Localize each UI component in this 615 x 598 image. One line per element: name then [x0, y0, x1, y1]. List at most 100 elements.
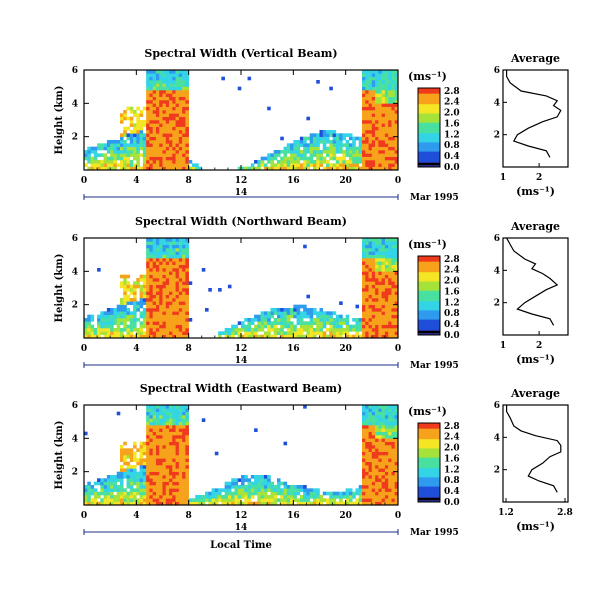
heatmap-cell — [362, 166, 366, 171]
heatmap-cell — [362, 261, 366, 265]
heatmap-cell — [103, 501, 108, 506]
heatmap-cell — [152, 80, 157, 84]
heatmap-cell — [368, 438, 373, 442]
colorbar-swatch — [418, 127, 440, 130]
heatmap-cell — [155, 485, 160, 489]
colorbar-tick-label: 2.0 — [444, 277, 460, 287]
colorbar-swatch — [418, 271, 440, 274]
heatmap-cell — [378, 455, 382, 459]
heatmap-cell — [283, 311, 288, 315]
heatmap-cell — [172, 294, 176, 299]
heatmap-cell — [355, 304, 360, 309]
heatmap-cell — [103, 488, 108, 492]
heatmap-cell — [84, 501, 88, 506]
heatmap-cell — [316, 328, 320, 332]
heatmap-cell — [178, 268, 183, 272]
heatmap-cell — [381, 438, 386, 442]
heatmap-cell — [185, 324, 189, 329]
heatmap-cell — [299, 501, 304, 506]
heatmap-cell — [165, 254, 170, 259]
heatmap-cell — [316, 150, 320, 154]
heatmap-cell — [152, 445, 157, 449]
heatmap-cell — [342, 331, 346, 335]
heatmap-cell — [391, 153, 396, 157]
heatmap-cell — [162, 153, 167, 157]
heatmap-cell — [368, 146, 373, 151]
heatmap-cell — [371, 96, 376, 101]
heatmap-cell — [303, 156, 307, 161]
heatmap-cell — [388, 143, 392, 147]
heatmap-cell — [126, 498, 131, 502]
heatmap-cell — [139, 136, 144, 141]
heatmap-cell — [93, 153, 98, 157]
heatmap-cell — [381, 445, 386, 449]
heatmap-cell — [241, 495, 245, 499]
heatmap-cell — [335, 334, 340, 339]
heatmap-cell — [198, 498, 203, 502]
heatmap-cell — [178, 80, 183, 84]
heatmap-cell — [394, 126, 399, 131]
heatmap-cell — [381, 421, 386, 426]
heatmap-cell — [159, 264, 163, 269]
heatmap-cell — [384, 93, 389, 97]
heatmap-cell — [185, 116, 189, 121]
heatmap-cell — [87, 485, 91, 489]
heatmap-cell — [322, 133, 327, 137]
heatmap-cell — [394, 156, 399, 161]
heatmap-cell — [394, 435, 399, 439]
heatmap-cell — [159, 304, 163, 309]
heatmap-cell — [159, 166, 163, 171]
heatmap-cell — [214, 451, 219, 456]
heatmap-cell — [306, 166, 310, 171]
colorbar-swatch — [418, 134, 440, 136]
heatmap-cell — [178, 264, 183, 269]
heatmap-cell — [276, 488, 281, 492]
heatmap-cell — [384, 498, 389, 502]
heatmap-cell — [136, 485, 140, 489]
heatmap-cell — [162, 431, 167, 436]
heatmap-cell — [394, 334, 399, 339]
heatmap-cell — [136, 475, 140, 479]
heatmap-cell — [159, 431, 163, 436]
heatmap-cell — [293, 495, 297, 499]
heatmap-cell — [296, 150, 301, 154]
heatmap-cell — [155, 435, 160, 439]
heatmap-cell — [342, 495, 346, 499]
heatmap-cell — [365, 103, 369, 107]
heatmap-cell — [139, 274, 144, 279]
heatmap-cell — [172, 261, 176, 265]
heatmap-cell — [237, 485, 242, 489]
heatmap-cell — [319, 153, 324, 157]
heatmap-cell — [312, 328, 317, 332]
heatmap-cell — [326, 146, 330, 151]
heatmap-cell — [381, 160, 386, 164]
heatmap-cell — [126, 288, 131, 292]
heatmap-cell — [378, 314, 382, 319]
heatmap-cell — [185, 123, 189, 127]
heatmap-cell — [185, 415, 189, 419]
heatmap-cell — [362, 431, 366, 436]
heatmap-cell — [345, 321, 350, 325]
heatmap-cell — [110, 324, 114, 329]
heatmap-cell — [175, 166, 180, 171]
heatmap-cell — [391, 160, 396, 164]
heatmap-cell — [378, 136, 382, 141]
heatmap-cell — [155, 491, 160, 496]
colorbar-tick-label: 2.0 — [444, 444, 460, 454]
heatmap-cell — [178, 70, 183, 74]
heatmap-cell — [159, 244, 163, 249]
heatmap-cell — [270, 321, 275, 325]
heatmap-cell — [155, 291, 160, 295]
heatmap-cell — [362, 251, 366, 255]
heatmap-cell — [368, 491, 373, 496]
heatmap-cell — [394, 254, 399, 259]
heatmap-cell — [394, 428, 399, 432]
heatmap-cell — [139, 445, 144, 449]
heatmap-cell — [368, 73, 373, 77]
heatmap-cell — [270, 166, 275, 171]
heatmap-cell — [329, 334, 333, 339]
heatmap-cell — [149, 438, 153, 442]
heatmap-cell — [169, 150, 173, 154]
heatmap-cell — [149, 291, 153, 295]
heatmap-cell — [381, 100, 386, 104]
